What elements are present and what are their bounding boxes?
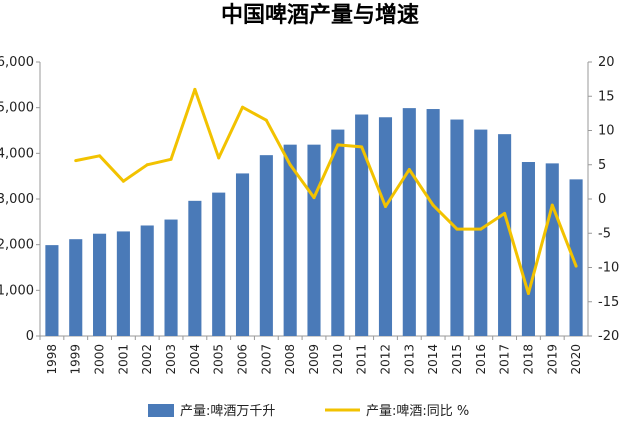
right-tick-label: 10 — [598, 124, 615, 139]
bar — [307, 144, 321, 336]
x-tick-label: 2013 — [402, 344, 416, 375]
right-tick-label: -10 — [598, 261, 619, 276]
x-tick-label: 2014 — [426, 344, 440, 375]
left-tick-label: 6,000 — [0, 55, 34, 70]
x-tick-label: 2005 — [212, 344, 226, 375]
bar — [498, 134, 512, 336]
x-tick-label: 2007 — [259, 344, 273, 375]
line-point — [336, 143, 340, 147]
legend-bar-swatch — [148, 404, 174, 417]
left-tick-label: 5,000 — [0, 101, 34, 116]
x-axis-ticks: 1998 1999 2000 2001 2002 2003 2004 2005 2006 2007… — [39, 336, 583, 375]
right-tick-label: 20 — [598, 55, 615, 70]
x-tick-label: 2011 — [355, 344, 369, 375]
bar — [545, 163, 559, 336]
bar — [45, 245, 59, 336]
line-point — [264, 118, 268, 122]
bar — [474, 129, 488, 336]
bar — [212, 192, 226, 336]
bar — [569, 179, 583, 336]
x-tick-label: 2018 — [521, 344, 535, 375]
line-point — [169, 157, 173, 161]
right-tick-label: 0 — [598, 192, 606, 207]
line-point — [503, 211, 507, 215]
right-tick-label: 15 — [598, 89, 615, 104]
right-tick-label: 5 — [598, 158, 606, 173]
left-tick-label: 0 — [26, 329, 34, 344]
x-tick-label: 1998 — [45, 344, 59, 375]
x-tick-label: 1999 — [69, 344, 83, 375]
line-point — [360, 145, 364, 149]
left-tick-label: 3,000 — [0, 192, 34, 207]
bar — [69, 239, 83, 336]
bar — [235, 173, 250, 336]
line-point — [455, 227, 459, 231]
line-point — [193, 87, 197, 91]
legend: 产量:啤酒万千升 产量:啤酒:同比 % — [148, 404, 469, 419]
bar — [283, 144, 297, 336]
bar — [402, 108, 416, 336]
x-tick-label: 2012 — [378, 344, 392, 375]
x-tick-label: 2003 — [164, 344, 178, 375]
left-axis-ticks: 0 1,000 2,000 3,000 4,000 5,000 6,000 — [0, 55, 40, 344]
right-tick-label: -20 — [598, 329, 619, 344]
x-tick-label: 2019 — [545, 344, 559, 375]
line-point — [526, 292, 530, 296]
left-tick-label: 1,000 — [0, 283, 34, 298]
line-point — [431, 203, 435, 207]
line-point — [121, 179, 125, 183]
line-point — [550, 203, 554, 207]
line-point — [407, 168, 411, 172]
bar — [188, 200, 202, 336]
x-tick-label: 2001 — [116, 344, 130, 375]
x-tick-label: 2016 — [474, 344, 488, 375]
x-tick-label: 2004 — [188, 344, 202, 375]
bar — [93, 233, 107, 336]
x-tick-label: 2010 — [331, 344, 345, 375]
x-tick-label: 2008 — [283, 344, 297, 375]
line-point — [241, 105, 245, 109]
bar-series — [45, 108, 583, 337]
line-point — [574, 264, 578, 268]
line-point — [145, 163, 149, 167]
line-point — [383, 205, 387, 209]
x-tick-label: 2020 — [569, 344, 583, 375]
bar — [331, 129, 345, 336]
bar — [355, 114, 369, 337]
right-tick-label: -5 — [598, 226, 611, 241]
yoy-growth-line — [75, 87, 578, 295]
line-point — [98, 154, 102, 158]
x-tick-label: 2017 — [498, 344, 512, 375]
line-point — [288, 163, 292, 167]
x-tick-label: 2000 — [93, 344, 107, 375]
x-tick-label: 2006 — [236, 344, 250, 375]
right-tick-label: -15 — [598, 295, 619, 310]
bar — [378, 117, 393, 336]
bar — [140, 225, 154, 336]
bar — [259, 155, 273, 336]
bar — [116, 231, 130, 336]
line-point — [479, 227, 483, 231]
legend-line-label: 产量:啤酒:同比 % — [366, 404, 469, 419]
right-axis-ticks: -20 -15 -10 -5 0 5 10 15 20 — [588, 55, 619, 344]
x-tick-label: 2002 — [140, 344, 154, 375]
bar — [521, 162, 535, 336]
line-point — [74, 159, 78, 163]
line-point — [217, 156, 221, 160]
line-point — [312, 196, 316, 200]
chart-title: 中国啤酒产量与增速 — [221, 2, 419, 28]
left-tick-label: 2,000 — [0, 238, 34, 253]
bar — [426, 109, 440, 336]
x-tick-label: 2015 — [450, 344, 464, 375]
legend-bar-label: 产量:啤酒万千升 — [180, 404, 275, 419]
x-tick-label: 2009 — [307, 344, 321, 375]
bar — [164, 219, 178, 336]
line-series — [74, 87, 578, 296]
left-tick-label: 4,000 — [0, 146, 34, 161]
